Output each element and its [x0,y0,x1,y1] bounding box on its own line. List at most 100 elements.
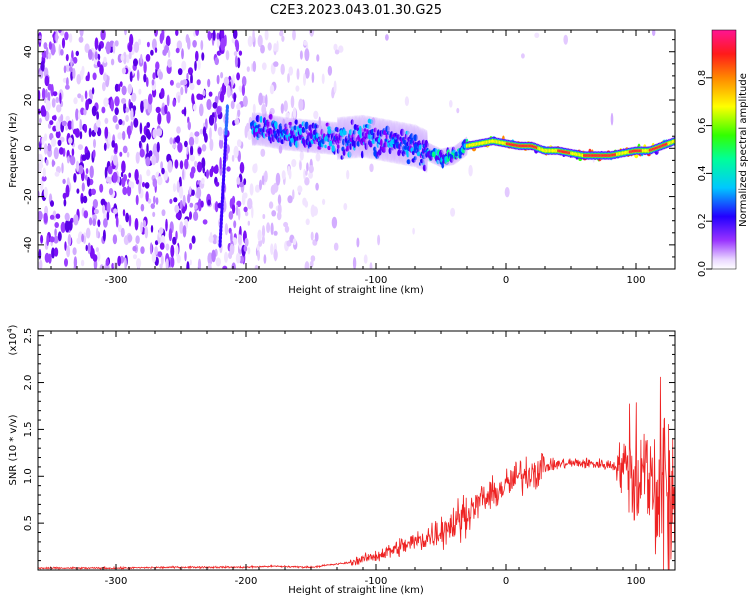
spectrogram-cell [75,160,80,172]
spectrogram-cell [145,156,151,167]
spectrogram-cell [333,80,337,94]
spectrogram-cell [120,227,125,238]
spectrogram-cell [126,184,132,197]
spectrogram-cell [209,127,212,140]
spectrogram-cell [63,198,67,207]
spectrogram-cell [58,147,64,155]
spectrogram-cell [201,177,205,184]
spectrogram-cell [155,106,161,114]
spectrogram-cell [236,176,241,185]
spectrogram-cell [134,218,139,231]
x-tick-label: -300 [105,275,128,286]
signal-cell [290,137,295,143]
spectrogram-cell [189,83,195,91]
spectrogram-cell [125,212,129,223]
spectrogram-cell [123,174,127,182]
spectrogram-cell [88,217,93,226]
spectrogram-cell [150,49,154,56]
spectrogram-cell [189,186,192,196]
spectrogram-cell [103,73,107,82]
spectrogram-cell [212,30,216,41]
spectrogram-cell [175,30,179,36]
spectrogram-cell [127,83,133,95]
spectrogram-cell [127,234,133,243]
spectrogram-cell [169,198,173,204]
spectrogram-cell [124,257,127,269]
snr-multiplier-label: (x104) [6,324,19,355]
spectrogram-cell [53,147,59,160]
spectrogram-cell [165,218,168,232]
spectrogram-cell [244,125,248,139]
spectrogram-cell [216,32,220,40]
signal-cell [413,143,418,150]
snr-x-axis-label: Height of straight line (km) [288,585,424,596]
spectrogram-cell [51,159,55,168]
multiplier-close: ) [8,324,19,328]
spectrogram-cell [157,112,162,125]
spectrogram-cell [143,73,147,83]
spectrogram-cell [47,144,52,152]
signal-cell [383,130,387,136]
spectrogram-cell [233,92,237,103]
spectrogram-cell [179,221,184,234]
spectrogram-cell [189,259,192,266]
spectrogram-cell [142,181,145,188]
spectrogram-cell [247,130,252,141]
spectrogram-cell [68,66,73,73]
spectrogram-cell [377,234,381,246]
spectrogram-cell [73,56,78,64]
spectrogram-cell [264,30,269,41]
spectrogram-cell [176,40,183,50]
spectrogram-cell [144,226,149,239]
spectrogram-cell [41,175,47,182]
chart-title: C2E3.2023.043.01.30.G25 [270,3,442,18]
spectrogram-cell [288,66,294,76]
spectrogram-cell [110,98,114,112]
spectrogram-cell [236,139,242,148]
spectrogram-cell [117,132,123,140]
spectrogram-cell [92,199,98,209]
spectrogram-cell [271,210,277,217]
spectrogram-cell [151,155,157,166]
spectrogram-cell [270,243,274,255]
spectrogram-cell [172,143,177,149]
signal-cell [403,145,408,150]
spectrogram-cell [126,151,130,158]
colorbar-tick-label: 0.4 [697,165,708,181]
spectrogram-cell [155,61,160,71]
spectrogram-cell [138,88,142,95]
spectrogram-cell [117,255,122,267]
spectrogram-cell [49,236,55,243]
spectrogram-cell [207,31,212,41]
spectrogram-cell [190,144,194,157]
spectrogram-cell [140,221,143,234]
spectrogram-cell [79,131,83,140]
spectrogram-cell [39,259,43,269]
spectrogram-cell [275,172,281,186]
spectrogram-cell [73,97,78,105]
spectrogram-cell [175,212,182,220]
spectrogram-cell [224,251,228,263]
spectrogram-cell [64,241,67,251]
spectrogram-cell [81,154,87,161]
spectrogram-cell [85,168,89,175]
multiplier-base: (x10 [8,333,19,356]
spectrogram-cell [128,43,133,53]
spectrogram-cell [195,30,199,36]
spectrogram-cell [66,156,70,164]
spectrogram-cell [257,34,263,48]
spectrogram-cell [38,70,44,79]
spectrogram-cell [135,151,140,164]
spectrogram-cell [114,96,120,107]
signal-cell [377,149,382,156]
spectrogram-cell [216,74,220,85]
spectrogram-cell [158,71,163,80]
spectrogram-cell [131,92,137,103]
x-tick-label: 100 [626,275,645,286]
spectrogram-cell [57,139,62,147]
spectrogram-cell [91,105,97,117]
spectrogram-cell [138,181,142,195]
spectrogram-cell [196,161,203,173]
spectrogram-cell [222,265,228,269]
